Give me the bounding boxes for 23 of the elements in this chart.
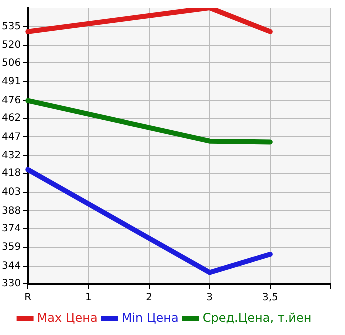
x-tick-label: 3 [206,292,214,304]
legend-label: Сред.Цена, т.йен [202,311,312,326]
y-tick-label: 506 [2,58,22,69]
y-tick-label: 476 [2,95,22,106]
y-tick-label: 344 [2,261,22,272]
x-tick-label: 3,5 [262,292,278,304]
x-tick-label: R [24,292,32,304]
legend-label: Min Цена [122,311,179,326]
y-tick-label: 535 [2,21,22,32]
y-tick-label: 403 [2,187,22,198]
y-tick-label: 491 [2,76,22,88]
y-tick-label: 462 [2,112,22,124]
y-tick-label: 330 [2,278,22,290]
legend-label: Max Цена [37,311,98,326]
y-tick-label: 432 [2,150,22,162]
y-tick-label: 374 [2,223,22,234]
y-tick-label: 418 [2,168,22,180]
x-tick-label: 2 [146,292,152,304]
y-tick-label: 388 [2,206,22,217]
y-tick-label: 447 [2,132,22,143]
y-tick-label: 520 [2,40,22,52]
y-tick-label: 359 [2,242,22,254]
x-tick-label: 1 [85,292,92,304]
